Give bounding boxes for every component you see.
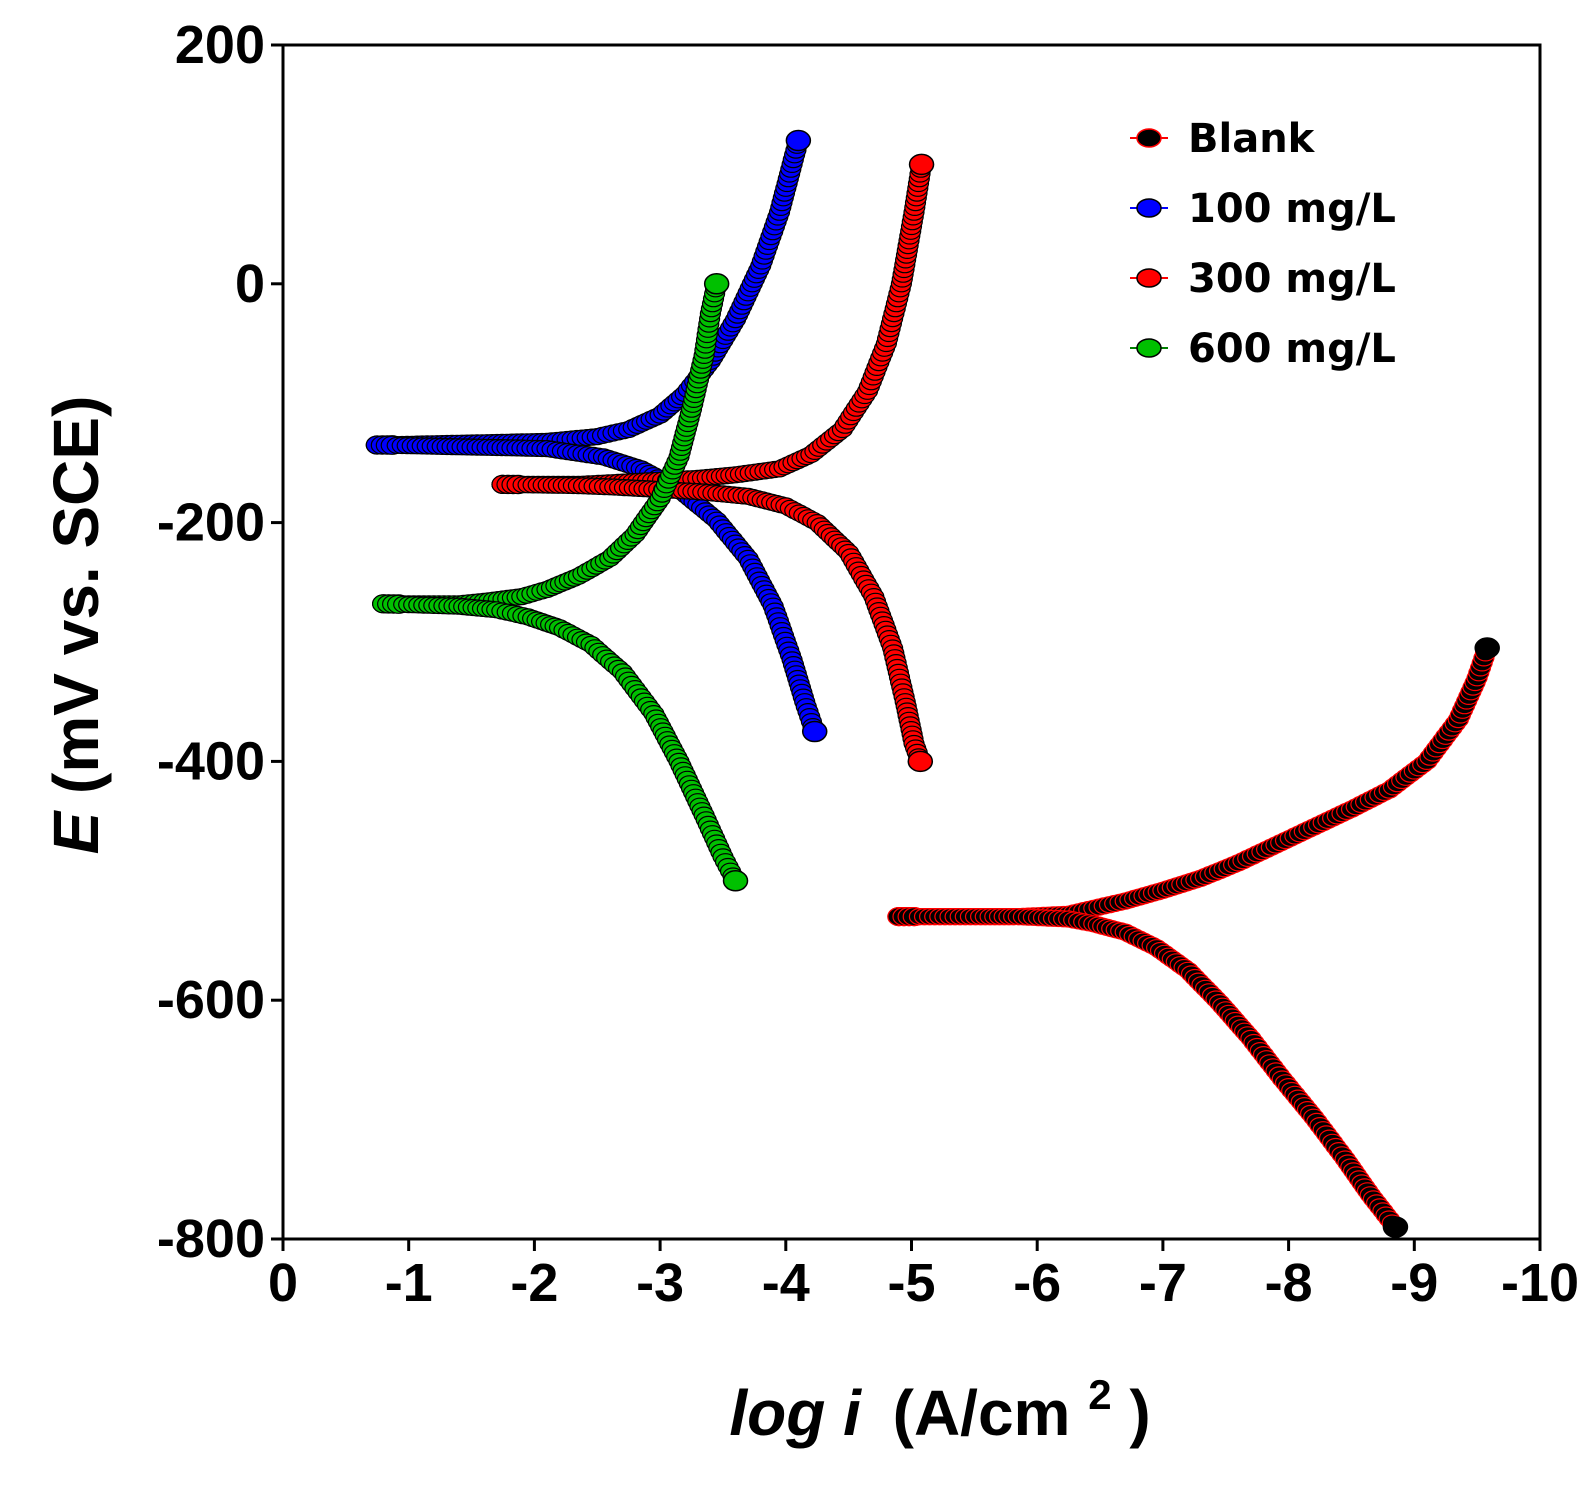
data-point-end bbox=[801, 720, 828, 743]
series-300-mg-l bbox=[491, 153, 935, 773]
y-tick-label: 200 bbox=[175, 15, 265, 75]
series-600-mg-l bbox=[372, 273, 749, 892]
y-tick-label: -800 bbox=[157, 1209, 265, 1269]
y-tick-label: -200 bbox=[157, 493, 265, 553]
x-tick-label: 0 bbox=[268, 1253, 298, 1313]
series-layer bbox=[365, 129, 1500, 1238]
x-tick-labels: 0 -1 -2 -3 -4 -5 -6 -7 -8 -9 -10 bbox=[268, 1253, 1579, 1313]
data-point-end bbox=[703, 273, 730, 295]
data-point-end bbox=[722, 870, 749, 892]
legend-label: 600 mg/L bbox=[1188, 326, 1396, 372]
x-tick-label: -7 bbox=[1139, 1253, 1187, 1313]
data-point-end bbox=[908, 153, 935, 176]
y-tick-label: -600 bbox=[157, 970, 265, 1030]
x-axis-title: log i (A/cm 2 ) bbox=[729, 1351, 1150, 1449]
x-tick-label: -1 bbox=[385, 1253, 433, 1313]
y-tick-label: -400 bbox=[157, 731, 265, 791]
x-tick-label: -3 bbox=[636, 1253, 684, 1313]
data-point-end bbox=[1474, 637, 1500, 659]
data-point-end bbox=[907, 750, 934, 773]
legend-item: 300 mg/L bbox=[1130, 256, 1396, 302]
legend-marker bbox=[1136, 198, 1162, 218]
axis-ticks bbox=[271, 43, 1542, 1251]
x-tick-label: -4 bbox=[762, 1253, 810, 1313]
x-tick-label: -6 bbox=[1013, 1253, 1061, 1313]
y-tick-label: 0 bbox=[235, 254, 265, 314]
legend-marker bbox=[1136, 268, 1162, 288]
y-axis-title: E (mV vs. SCE) bbox=[40, 396, 112, 855]
series-blank bbox=[887, 637, 1500, 1238]
data-point-end bbox=[785, 129, 812, 152]
legend-item: 100 mg/L bbox=[1130, 186, 1396, 232]
legend-item: Blank bbox=[1130, 116, 1316, 162]
data-point-end bbox=[1382, 1216, 1409, 1238]
x-tick-label: -2 bbox=[510, 1253, 558, 1313]
legend-label: 300 mg/L bbox=[1188, 256, 1396, 302]
legend-marker bbox=[1136, 338, 1162, 358]
legend: Blank 100 mg/L 300 mg/L 600 mg/L bbox=[1130, 116, 1396, 372]
x-tick-label: -10 bbox=[1501, 1253, 1579, 1313]
x-tick-label: -9 bbox=[1390, 1253, 1438, 1313]
legend-item: 600 mg/L bbox=[1130, 326, 1396, 372]
y-tick-labels: 200 0 -200 -400 -600 -800 bbox=[157, 15, 265, 1269]
legend-marker bbox=[1136, 128, 1162, 148]
x-tick-label: -5 bbox=[887, 1253, 935, 1313]
legend-label: 100 mg/L bbox=[1188, 186, 1396, 232]
legend-label: Blank bbox=[1188, 116, 1316, 162]
x-tick-label: -8 bbox=[1265, 1253, 1313, 1313]
